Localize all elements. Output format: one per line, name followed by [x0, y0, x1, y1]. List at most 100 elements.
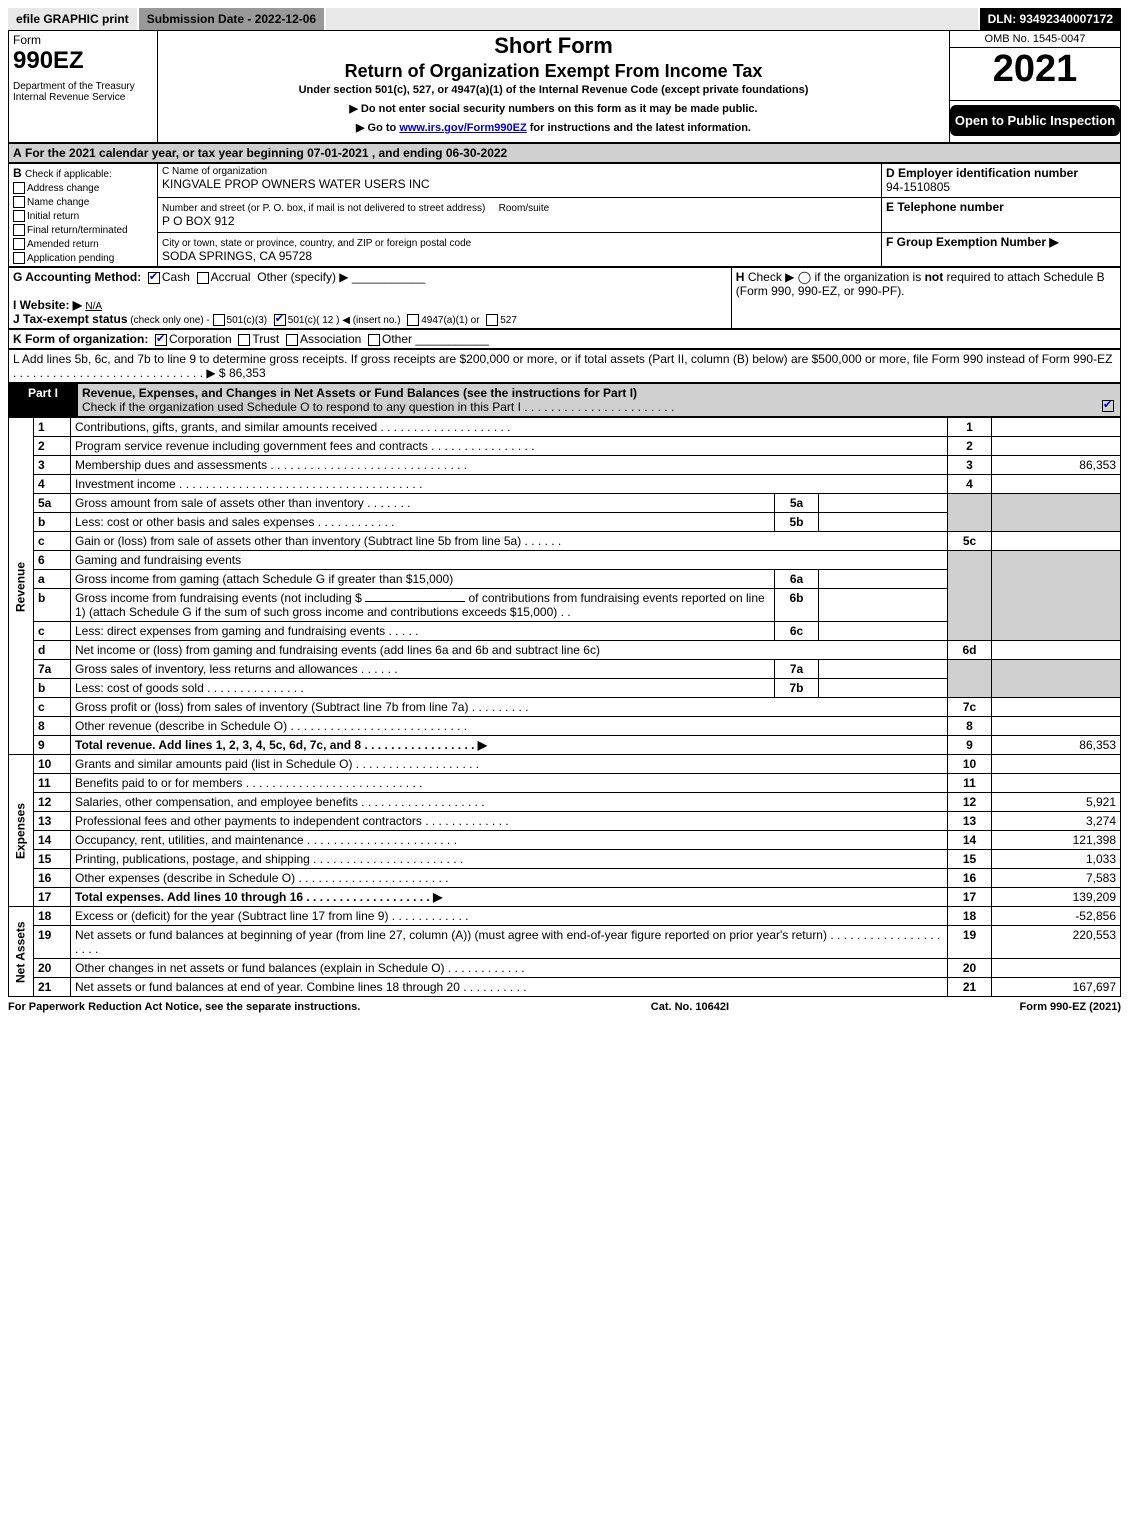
n3: 3	[34, 456, 71, 475]
efile-print-label[interactable]: efile GRAPHIC print	[8, 8, 139, 30]
n6: 6	[34, 551, 71, 570]
shade6v	[992, 551, 1121, 641]
shade7v	[992, 660, 1121, 698]
i-label: I Website: ▶	[13, 298, 82, 312]
chk-trust[interactable]	[238, 334, 250, 346]
submission-date-label: Submission Date - 2022-12-06	[139, 8, 326, 30]
r12: 12	[948, 793, 992, 812]
t2: Program service revenue including govern…	[71, 437, 948, 456]
f-label: F Group Exemption Number ▶	[886, 235, 1059, 249]
a19: 220,553	[992, 926, 1121, 959]
opt-other: Other (specify) ▶	[257, 270, 348, 284]
goto-suffix: for instructions and the latest informat…	[530, 122, 751, 134]
t5c: Gain or (loss) from sale of assets other…	[71, 532, 948, 551]
city-value: SODA SPRINGS, CA 95728	[162, 249, 312, 263]
opt-amended: Amended return	[27, 239, 99, 250]
t5a: Gross amount from sale of assets other t…	[71, 494, 775, 513]
chk-pending[interactable]	[13, 252, 25, 264]
part1-header: Part I Revenue, Expenses, and Changes in…	[8, 383, 1121, 417]
n17: 17	[34, 888, 71, 907]
t7b: Less: cost of goods sold . . . . . . . .…	[71, 679, 775, 698]
t7c: Gross profit or (loss) from sales of inv…	[71, 698, 948, 717]
chk-501c3[interactable]	[213, 314, 225, 326]
chk-501c[interactable]	[274, 314, 286, 326]
chk-name-change[interactable]	[13, 196, 25, 208]
ein-value: 94-1510805	[886, 180, 950, 194]
n7a: 7a	[34, 660, 71, 679]
chk-accrual[interactable]	[197, 272, 209, 284]
a16: 7,583	[992, 869, 1121, 888]
a10	[992, 755, 1121, 774]
r21: 21	[948, 978, 992, 997]
a15: 1,033	[992, 850, 1121, 869]
n6b: b	[34, 589, 71, 622]
s6b: 6b	[775, 589, 819, 622]
chk-other-org[interactable]	[368, 334, 380, 346]
a13: 3,274	[992, 812, 1121, 831]
chk-cash[interactable]	[148, 272, 160, 284]
h-text1: Check ▶ ◯ if the organization is	[748, 270, 925, 284]
page-footer: For Paperwork Reduction Act Notice, see …	[8, 1001, 1121, 1013]
part1-lines: Revenue 1 Contributions, gifts, grants, …	[8, 417, 1121, 997]
a9: 86,353	[992, 736, 1121, 755]
v5b	[819, 513, 948, 532]
n7b: b	[34, 679, 71, 698]
s5a: 5a	[775, 494, 819, 513]
goto-prefix: ▶ Go to	[356, 122, 399, 134]
r11: 11	[948, 774, 992, 793]
opt-address: Address change	[27, 183, 99, 194]
a14: 121,398	[992, 831, 1121, 850]
s6c: 6c	[775, 622, 819, 641]
t12: Salaries, other compensation, and employ…	[71, 793, 948, 812]
k-o2: Trust	[252, 332, 279, 346]
r20: 20	[948, 959, 992, 978]
spacer	[326, 8, 979, 30]
a5c	[992, 532, 1121, 551]
line-a-text: For the 2021 calendar year, or tax year …	[25, 146, 507, 160]
shade7	[948, 660, 992, 698]
chk-assoc[interactable]	[286, 334, 298, 346]
chk-address-change[interactable]	[13, 182, 25, 194]
form-word: Form	[13, 33, 153, 47]
n18: 18	[34, 907, 71, 926]
t15: Printing, publications, postage, and shi…	[71, 850, 948, 869]
t11: Benefits paid to or for members . . . . …	[71, 774, 948, 793]
part1-check-line: Check if the organization used Schedule …	[82, 400, 674, 414]
t5b: Less: cost or other basis and sales expe…	[71, 513, 775, 532]
opt-pending: Application pending	[27, 253, 114, 264]
chk-amended[interactable]	[13, 238, 25, 250]
j-o4: 527	[500, 315, 517, 326]
s7b: 7b	[775, 679, 819, 698]
r16: 16	[948, 869, 992, 888]
chk-527[interactable]	[486, 314, 498, 326]
k-label: K Form of organization:	[13, 332, 148, 346]
t3: Membership dues and assessments . . . . …	[71, 456, 948, 475]
top-status-bar: efile GRAPHIC print Submission Date - 20…	[8, 8, 1121, 30]
title-short-form: Short Form	[162, 33, 945, 59]
t6: Gaming and fundraising events	[71, 551, 948, 570]
v6b	[819, 589, 948, 622]
a3: 86,353	[992, 456, 1121, 475]
j-o3: 4947(a)(1) or	[421, 315, 479, 326]
goto-link[interactable]: www.irs.gov/Form990EZ	[399, 122, 526, 134]
t18: Excess or (deficit) for the year (Subtra…	[71, 907, 948, 926]
t19: Net assets or fund balances at beginning…	[71, 926, 948, 959]
t1: Contributions, gifts, grants, and simila…	[71, 418, 948, 437]
v6c	[819, 622, 948, 641]
footer-left: For Paperwork Reduction Act Notice, see …	[8, 1001, 360, 1013]
t21: Net assets or fund balances at end of ye…	[71, 978, 948, 997]
chk-schedule-o[interactable]	[1102, 400, 1114, 412]
r15: 15	[948, 850, 992, 869]
chk-final-return[interactable]	[13, 224, 25, 236]
r10: 10	[948, 755, 992, 774]
h-not: not	[925, 270, 944, 284]
chk-corp[interactable]	[155, 334, 167, 346]
warn-line: ▶ Do not enter social security numbers o…	[162, 102, 945, 115]
r8: 8	[948, 717, 992, 736]
t7a: Gross sales of inventory, less returns a…	[71, 660, 775, 679]
title-return: Return of Organization Exempt From Incom…	[162, 61, 945, 82]
chk-4947[interactable]	[407, 314, 419, 326]
vlabel-revenue: Revenue	[9, 418, 34, 755]
l-block: L Add lines 5b, 6c, and 7b to line 9 to …	[8, 349, 1121, 383]
chk-initial-return[interactable]	[13, 210, 25, 222]
